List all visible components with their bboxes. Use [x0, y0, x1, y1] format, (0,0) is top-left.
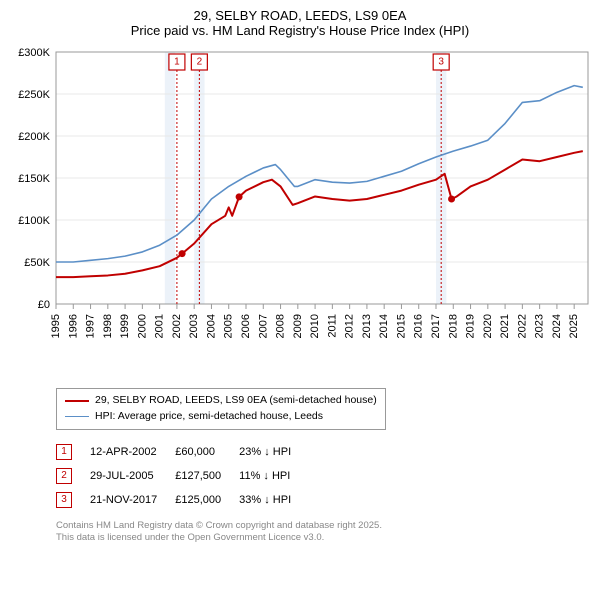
- event-delta: 23% ↓ HPI: [239, 440, 309, 464]
- svg-text:2019: 2019: [465, 314, 477, 338]
- svg-text:2011: 2011: [326, 314, 338, 338]
- event-price: £127,500: [175, 464, 239, 488]
- svg-text:2014: 2014: [378, 314, 390, 338]
- legend-row: 29, SELBY ROAD, LEEDS, LS9 0EA (semi-det…: [65, 393, 377, 409]
- title-line1: 29, SELBY ROAD, LEEDS, LS9 0EA: [8, 8, 592, 23]
- events-table: 1 12-APR-2002£60,00023% ↓ HPI 2 29-JUL-2005…: [56, 440, 309, 512]
- table-row: 3 21-NOV-2017£125,00033% ↓ HPI: [56, 488, 309, 512]
- svg-text:2023: 2023: [534, 314, 546, 338]
- table-row: 1 12-APR-2002£60,00023% ↓ HPI: [56, 440, 309, 464]
- event-badge: 1: [56, 444, 72, 460]
- svg-text:1999: 1999: [119, 314, 131, 338]
- svg-text:2006: 2006: [240, 314, 252, 338]
- chart-container: £0 £50K £100K £150K £200K £250K £300K 1995 1996 1…: [8, 44, 592, 382]
- legend-label: 29, SELBY ROAD, LEEDS, LS9 0EA (semi-det…: [95, 393, 377, 409]
- event-price: £125,000: [175, 488, 239, 512]
- svg-text:2012: 2012: [344, 314, 356, 338]
- svg-text:2005: 2005: [223, 314, 235, 338]
- svg-text:2016: 2016: [413, 314, 425, 338]
- event-date: 21-NOV-2017: [90, 488, 175, 512]
- legend-row: HPI: Average price, semi-detached house,…: [65, 409, 377, 425]
- event-badge: 2: [56, 468, 72, 484]
- event-price: £60,000: [175, 440, 239, 464]
- svg-text:2025: 2025: [568, 314, 580, 338]
- svg-text:2008: 2008: [275, 314, 287, 338]
- svg-text:£0: £0: [38, 299, 50, 311]
- svg-text:£300K: £300K: [18, 47, 50, 59]
- event-delta: 11% ↓ HPI: [239, 464, 309, 488]
- title-line2: Price paid vs. HM Land Registry's House …: [8, 23, 592, 38]
- chart-title-block: 29, SELBY ROAD, LEEDS, LS9 0EA Price pai…: [8, 8, 592, 38]
- legend-swatch: [65, 400, 89, 402]
- svg-text:2010: 2010: [309, 314, 321, 338]
- svg-text:£200K: £200K: [18, 131, 50, 143]
- svg-text:1998: 1998: [102, 314, 114, 338]
- svg-text:2007: 2007: [257, 314, 269, 338]
- svg-text:2009: 2009: [292, 314, 304, 338]
- svg-text:£250K: £250K: [18, 89, 50, 101]
- svg-text:2001: 2001: [154, 314, 166, 338]
- legend: 29, SELBY ROAD, LEEDS, LS9 0EA (semi-det…: [56, 388, 386, 430]
- event-badge: 3: [56, 492, 72, 508]
- svg-text:3: 3: [438, 57, 444, 68]
- svg-text:£100K: £100K: [18, 215, 50, 227]
- svg-text:2022: 2022: [516, 314, 528, 338]
- svg-text:2: 2: [197, 57, 203, 68]
- svg-text:1: 1: [174, 57, 180, 68]
- svg-text:2004: 2004: [205, 314, 217, 338]
- event-date: 29-JUL-2005: [90, 464, 175, 488]
- event-date: 12-APR-2002: [90, 440, 175, 464]
- svg-text:2013: 2013: [361, 314, 373, 338]
- svg-text:2017: 2017: [430, 314, 442, 338]
- svg-text:£50K: £50K: [24, 257, 50, 269]
- attribution-line1: Contains HM Land Registry data © Crown c…: [56, 520, 592, 533]
- svg-text:1995: 1995: [50, 314, 62, 338]
- attribution-line2: This data is licensed under the Open Gov…: [56, 532, 592, 545]
- price-chart: £0 £50K £100K £150K £200K £250K £300K 1995 1996 1…: [8, 44, 592, 382]
- svg-text:2021: 2021: [499, 314, 511, 338]
- svg-text:2020: 2020: [482, 314, 494, 338]
- svg-text:2003: 2003: [188, 314, 200, 338]
- table-row: 2 29-JUL-2005£127,50011% ↓ HPI: [56, 464, 309, 488]
- svg-text:2018: 2018: [447, 314, 459, 338]
- svg-text:1997: 1997: [85, 314, 97, 338]
- legend-swatch: [65, 416, 89, 418]
- event-delta: 33% ↓ HPI: [239, 488, 309, 512]
- svg-text:2000: 2000: [136, 314, 148, 338]
- attribution: Contains HM Land Registry data © Crown c…: [56, 520, 592, 546]
- svg-text:2024: 2024: [551, 314, 563, 338]
- svg-text:1996: 1996: [67, 314, 79, 338]
- svg-text:2015: 2015: [395, 314, 407, 338]
- svg-text:2002: 2002: [171, 314, 183, 338]
- legend-label: HPI: Average price, semi-detached house,…: [95, 409, 323, 425]
- svg-text:£150K: £150K: [18, 173, 50, 185]
